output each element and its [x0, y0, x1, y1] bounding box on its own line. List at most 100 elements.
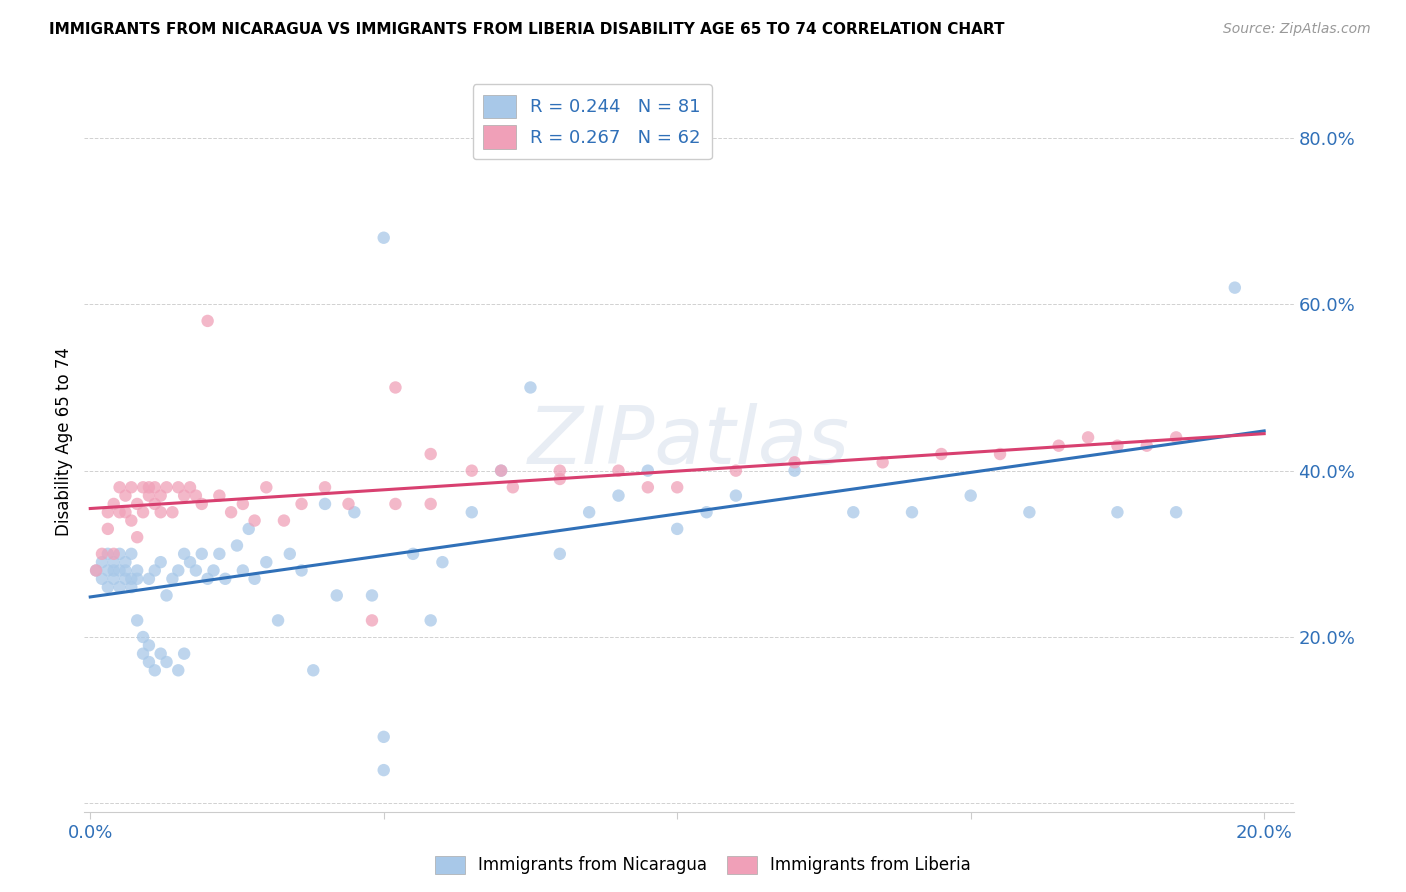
- Point: [108, 505, 131, 519]
- Point: [502, 480, 524, 494]
- Point: [155, 589, 177, 603]
- Point: [184, 564, 207, 578]
- Point: [138, 489, 160, 503]
- Text: Source: ZipAtlas.com: Source: ZipAtlas.com: [1223, 22, 1371, 37]
- Point: [84, 564, 107, 578]
- Point: [173, 547, 195, 561]
- Legend: R = 0.244   N = 81, R = 0.267   N = 62: R = 0.244 N = 81, R = 0.267 N = 62: [472, 84, 711, 160]
- Point: [548, 464, 571, 478]
- Point: [273, 514, 295, 528]
- Point: [214, 572, 236, 586]
- Point: [373, 231, 395, 245]
- Point: [783, 464, 806, 478]
- Point: [127, 530, 149, 544]
- Legend: Immigrants from Nicaragua, Immigrants from Liberia: Immigrants from Nicaragua, Immigrants fr…: [430, 851, 976, 880]
- Point: [155, 655, 177, 669]
- Point: [97, 522, 120, 536]
- Point: [361, 589, 384, 603]
- Point: [666, 522, 689, 536]
- Point: [143, 480, 166, 494]
- Point: [173, 489, 195, 503]
- Point: [127, 564, 149, 578]
- Point: [91, 547, 114, 561]
- Point: [1107, 505, 1129, 519]
- Point: [232, 564, 254, 578]
- Point: [108, 480, 131, 494]
- Point: [1018, 505, 1040, 519]
- Point: [419, 497, 441, 511]
- Point: [419, 614, 441, 628]
- Point: [149, 505, 172, 519]
- Point: [91, 555, 114, 569]
- Point: [254, 555, 277, 569]
- Point: [97, 564, 120, 578]
- Point: [548, 472, 571, 486]
- Point: [138, 655, 160, 669]
- Point: [162, 505, 184, 519]
- Point: [97, 580, 120, 594]
- Point: [1047, 439, 1070, 453]
- Point: [103, 497, 125, 511]
- Point: [167, 663, 190, 677]
- Point: [114, 564, 136, 578]
- Point: [243, 572, 266, 586]
- Point: [132, 480, 155, 494]
- Point: [162, 572, 184, 586]
- Point: [143, 663, 166, 677]
- Point: [103, 572, 125, 586]
- Point: [197, 572, 219, 586]
- Point: [132, 647, 155, 661]
- Point: [696, 505, 718, 519]
- Point: [238, 522, 260, 536]
- Point: [384, 380, 406, 394]
- Point: [120, 580, 142, 594]
- Point: [290, 497, 312, 511]
- Point: [842, 505, 865, 519]
- Point: [190, 547, 212, 561]
- Point: [208, 489, 231, 503]
- Point: [578, 505, 600, 519]
- Point: [143, 497, 166, 511]
- Point: [489, 464, 512, 478]
- Point: [384, 497, 406, 511]
- Point: [190, 497, 212, 511]
- Point: [149, 555, 172, 569]
- Point: [402, 547, 425, 561]
- Point: [461, 505, 484, 519]
- Point: [232, 497, 254, 511]
- Text: ZIPatlas: ZIPatlas: [527, 402, 851, 481]
- Point: [783, 455, 806, 469]
- Point: [1166, 505, 1188, 519]
- Point: [114, 572, 136, 586]
- Point: [167, 480, 190, 494]
- Point: [1136, 439, 1159, 453]
- Point: [419, 447, 441, 461]
- Point: [114, 505, 136, 519]
- Point: [138, 480, 160, 494]
- Point: [290, 564, 312, 578]
- Point: [607, 489, 630, 503]
- Point: [373, 763, 395, 777]
- Point: [143, 564, 166, 578]
- Point: [1223, 280, 1246, 294]
- Point: [226, 539, 249, 553]
- Point: [489, 464, 512, 478]
- Point: [84, 564, 107, 578]
- Point: [343, 505, 366, 519]
- Point: [114, 489, 136, 503]
- Point: [108, 580, 131, 594]
- Point: [314, 480, 336, 494]
- Point: [103, 555, 125, 569]
- Point: [108, 547, 131, 561]
- Point: [1077, 430, 1099, 444]
- Point: [132, 505, 155, 519]
- Point: [138, 638, 160, 652]
- Point: [132, 630, 155, 644]
- Point: [314, 497, 336, 511]
- Point: [461, 464, 484, 478]
- Point: [149, 647, 172, 661]
- Point: [202, 564, 225, 578]
- Point: [103, 564, 125, 578]
- Point: [637, 464, 659, 478]
- Point: [127, 497, 149, 511]
